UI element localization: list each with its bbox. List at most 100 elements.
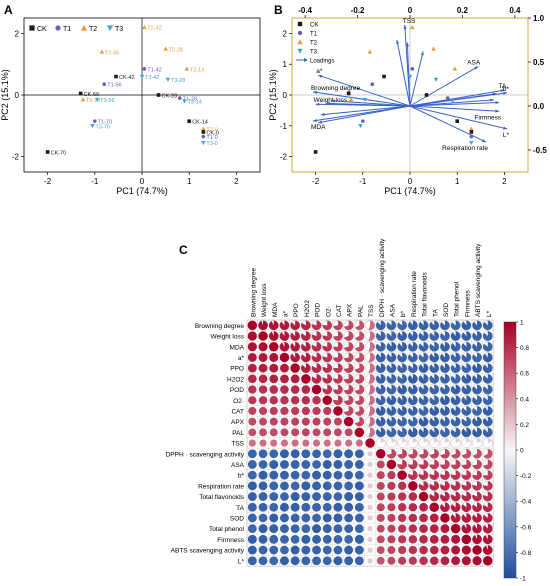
matrix-cell-pie bbox=[387, 417, 397, 426]
matrix-col-label: TA bbox=[432, 309, 439, 317]
colorbar-tick-label: 0 bbox=[520, 448, 524, 455]
matrix-cell-circle bbox=[269, 546, 278, 555]
matrix-cell-circle bbox=[269, 374, 278, 383]
matrix-cell-circle bbox=[334, 535, 343, 544]
panel-a-point-label: CK-56 bbox=[84, 92, 100, 98]
matrix-row-label: PAL bbox=[232, 430, 244, 437]
matrix-cell-circle bbox=[355, 535, 364, 544]
matrix-cell-circle bbox=[259, 353, 268, 362]
panel-a-point-label: T1-0 bbox=[206, 135, 217, 141]
matrix-cell-circle bbox=[323, 460, 332, 469]
matrix-cell-circle bbox=[377, 525, 385, 533]
matrix-cell-circle bbox=[280, 407, 288, 415]
matrix-cell-circle bbox=[440, 535, 449, 544]
colorbar-tick-label: 0.4 bbox=[520, 396, 529, 403]
loading-label: MDA bbox=[311, 124, 326, 131]
panel-a-point-t2-56 bbox=[100, 50, 105, 54]
matrix-cell-circle bbox=[387, 471, 395, 479]
matrix-cell-circle bbox=[323, 556, 332, 565]
matrix-cell-pie bbox=[419, 321, 428, 331]
matrix-cell-circle bbox=[269, 503, 278, 512]
panel-a-point-t2-0 bbox=[201, 127, 206, 131]
matrix-cell-circle bbox=[269, 524, 278, 533]
colorbar-tick-label: -0.8 bbox=[520, 550, 532, 557]
matrix-cell-circle bbox=[462, 556, 471, 565]
colorbar-tick-label: -0.4 bbox=[520, 499, 532, 506]
matrix-cell-circle bbox=[312, 385, 322, 395]
matrix-col-label: ASA bbox=[389, 303, 396, 317]
matrix-cell-circle bbox=[367, 462, 372, 467]
matrix-cell-circle bbox=[291, 449, 300, 458]
panel-a-point-label: T2-14 bbox=[190, 67, 204, 73]
legend-marker-t3 bbox=[297, 49, 302, 54]
legend-marker-ck bbox=[29, 25, 34, 30]
matrix-col-label: PPO bbox=[293, 303, 300, 317]
matrix-cell-pie bbox=[419, 417, 428, 427]
matrix-cell-circle bbox=[280, 460, 289, 469]
matrix-cell-circle bbox=[259, 439, 266, 446]
matrix-cell-circle bbox=[259, 375, 268, 384]
matrix-cell-pie bbox=[451, 353, 461, 363]
matrix-cell-circle bbox=[269, 556, 278, 565]
matrix-cell-circle bbox=[248, 428, 256, 436]
matrix-cell-pie bbox=[397, 406, 406, 416]
matrix-cell-circle bbox=[259, 535, 268, 544]
matrix-cell-circle bbox=[280, 556, 289, 565]
legend-label-t1: T1 bbox=[310, 32, 318, 38]
loading-arrowhead bbox=[495, 101, 499, 104]
panel-b-point bbox=[347, 92, 351, 96]
matrix-cell-circle bbox=[430, 524, 439, 533]
matrix-row-label: CAT bbox=[231, 408, 244, 415]
matrix-cell-circle bbox=[377, 482, 385, 490]
matrix-cell-circle bbox=[323, 492, 332, 501]
matrix-col-label: ABTS scavenging activity bbox=[475, 243, 482, 317]
panel-a-point-label: CK-28 bbox=[162, 94, 178, 100]
panel-b-xtick-label: 0 bbox=[408, 177, 413, 186]
matrix-cell-pie bbox=[408, 385, 418, 395]
matrix-cell-circle bbox=[344, 449, 353, 458]
matrix-cell-pie bbox=[483, 417, 493, 427]
panel-a-point-ck-42 bbox=[114, 75, 118, 79]
matrix-cell-circle bbox=[344, 481, 353, 490]
panel-b-ytick-label: 1 bbox=[283, 60, 288, 69]
colorbar-tick-label: -0.2 bbox=[520, 473, 532, 480]
colorbar-tick-label: 0.2 bbox=[520, 422, 529, 429]
matrix-row-label: L* bbox=[238, 558, 245, 565]
matrix-cell-circle bbox=[258, 342, 267, 351]
matrix-cell-circle bbox=[387, 514, 395, 522]
matrix-cell-circle bbox=[387, 535, 395, 543]
loading-arrowhead bbox=[495, 110, 499, 113]
matrix-cell-pie bbox=[451, 342, 461, 352]
matrix-cell-circle bbox=[280, 374, 289, 383]
panel-a-point-t3-70 bbox=[90, 124, 95, 128]
matrix-cell-circle bbox=[248, 556, 257, 565]
matrix-col-label: TSS bbox=[368, 304, 375, 317]
matrix-col-label: MDA bbox=[272, 302, 279, 317]
matrix-cell-circle bbox=[248, 460, 257, 469]
matrix-cell-circle bbox=[419, 492, 429, 502]
matrix-cell-circle bbox=[345, 439, 352, 446]
matrix-cell-pie bbox=[472, 417, 482, 427]
matrix-cell-circle bbox=[334, 492, 343, 501]
matrix-cell-circle bbox=[333, 406, 343, 416]
matrix-cell-circle bbox=[291, 556, 300, 565]
matrix-col-label: H2O2 bbox=[304, 300, 311, 317]
matrix-cell-circle bbox=[280, 428, 288, 436]
colorbar bbox=[504, 322, 516, 578]
panel-a-point-ck-14 bbox=[187, 119, 191, 123]
panel-b-xtick-label: -2 bbox=[312, 177, 320, 186]
matrix-cell-pie bbox=[269, 321, 279, 331]
matrix-cell-circle bbox=[248, 331, 257, 340]
panel-b-right-tick-label: 0.0 bbox=[533, 102, 545, 111]
matrix-cell-circle bbox=[291, 418, 299, 426]
matrix-cell-circle bbox=[259, 546, 268, 555]
matrix-cell-circle bbox=[333, 503, 342, 512]
panel-a-point-label: T3-56 bbox=[100, 98, 114, 104]
matrix-cell-circle bbox=[387, 460, 397, 470]
matrix-cell-circle bbox=[248, 481, 257, 490]
matrix-cell-circle bbox=[281, 439, 288, 446]
matrix-cell-circle bbox=[355, 503, 364, 512]
panel-a-point-ck-70 bbox=[46, 150, 50, 154]
matrix-cell-circle bbox=[398, 535, 406, 543]
panel-a-point-label: CK-14 bbox=[192, 120, 208, 126]
